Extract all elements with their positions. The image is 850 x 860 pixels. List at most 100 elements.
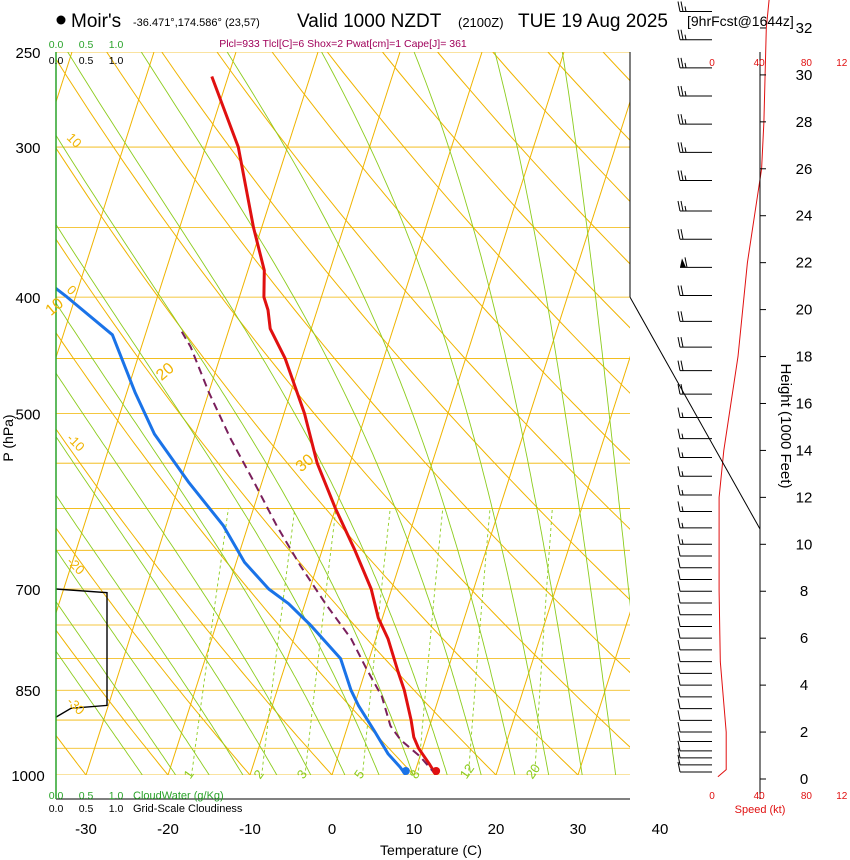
height-tick-label: 0 [800, 771, 808, 788]
height-tick-label: 10 [796, 536, 813, 553]
wind-barb [677, 686, 712, 698]
wind-barb-feather [677, 761, 681, 773]
wind-barb-feather [680, 285, 684, 296]
height-tick-label: 24 [796, 208, 813, 225]
wind-barb-feather [680, 311, 684, 322]
wind-barb-feather [680, 142, 684, 153]
moist-adiabat-line [56, 372, 312, 775]
parcel-line [179, 328, 437, 775]
x-tick-label: -20 [157, 821, 179, 838]
height-tick-label: 28 [796, 114, 813, 131]
wind-barb-feather [677, 285, 681, 296]
moist-adiabat-line [67, 52, 448, 775]
wind-barb-feather [680, 360, 684, 371]
mixing-ratio-label: 1 [180, 767, 196, 782]
wind-barb [677, 428, 712, 440]
wind-speed-tick-top: 0 [709, 58, 715, 69]
dry-adiabat-line [161, 52, 630, 601]
wind-barb-feather [677, 651, 681, 662]
station-coords: -36.471°,174.586° (23,57) [133, 17, 260, 29]
wind-barb [677, 501, 712, 512]
wind-barb [677, 651, 712, 663]
wind-barb-half-feather [684, 175, 687, 181]
stability-indices: Plcl=933 Tlcl[C]=6 Shox=2 Pwat[cm]=1 Cap… [219, 38, 467, 50]
wind-barb-feather [677, 383, 681, 395]
wind-barb-feather [680, 57, 684, 68]
wind-barb-feather [677, 200, 681, 212]
wind-barb-feather [677, 85, 681, 97]
valid-time: Valid 1000 NZDT [297, 11, 442, 32]
wind-barb-feather [677, 311, 681, 322]
x-tick-label: -30 [75, 821, 97, 838]
x-tick-label: -10 [239, 821, 261, 838]
moist-adiabat-line [56, 600, 177, 775]
moist-adiabat-line [56, 223, 380, 775]
mixing-ratio-label: 20 [523, 761, 544, 781]
moist-adiabat-line [56, 650, 143, 775]
x-tick-label: 10 [406, 821, 423, 838]
wind-barb [677, 663, 712, 674]
wind-barb-feather [677, 29, 681, 40]
dry-adiabat-line [602, 52, 630, 82]
mixing-ratio-line [534, 508, 553, 775]
wind-barb-half-feather [684, 147, 687, 153]
dry-adiabat-line [106, 52, 630, 674]
wind-barb-feather [677, 407, 681, 418]
moist-adiabat-line [56, 549, 210, 775]
wind-barb [677, 337, 712, 348]
dewpoint-line [56, 286, 408, 775]
x-tick-label: 40 [652, 821, 669, 838]
wind-barb-feather [677, 675, 681, 686]
wind-barb-half-feather [681, 489, 684, 496]
height-tick-label: 14 [796, 442, 813, 459]
pressure-tick-label: 850 [15, 683, 40, 700]
wind-barb-feather [677, 1, 681, 12]
cloudiness-tick-top: 1.0 [109, 55, 124, 67]
wind-barb-feather [677, 545, 681, 557]
wind-barb-half-feather [681, 433, 684, 439]
wind-barb-feather [677, 484, 681, 496]
wind-barb-feather [684, 257, 688, 268]
dry-adiabat-line [56, 527, 251, 775]
moist-adiabat-line [494, 52, 617, 775]
wind-barb-half-feather [681, 471, 684, 477]
isotherm-label: -30 [64, 694, 88, 718]
wind-barb-feather [677, 501, 681, 512]
wind-barb-feather [677, 592, 681, 604]
wind-barb-feather [680, 29, 684, 40]
wind-barb [677, 761, 712, 773]
moist-adiabat-line [140, 52, 482, 775]
dry-adiabat-line [326, 52, 630, 394]
wind-speed-tick-bottom: 12 [836, 791, 848, 802]
cloudiness-axis-label: Grid-Scale Cloudiness [133, 803, 243, 815]
wind-barb [677, 628, 712, 639]
plot-slant-edge [629, 296, 761, 530]
mixing-ratio-line [362, 508, 391, 775]
wind-barb-feather [677, 710, 681, 721]
mixing-ratio-label: 2 [250, 767, 266, 782]
height-tick-label: 18 [796, 349, 813, 366]
wind-barb-feather [677, 229, 681, 240]
wind-barb-half-feather [684, 34, 687, 40]
height-tick-label: 30 [796, 67, 813, 84]
moist-adiabat-line [321, 52, 550, 775]
forecast-date: TUE 19 Aug 2025 [518, 11, 668, 32]
height-tick-label: 4 [800, 677, 808, 694]
wind-barb-pennant [680, 258, 686, 268]
wind-barb [677, 569, 712, 581]
wind-barb-feather [677, 170, 681, 181]
wind-barb-half-feather [684, 6, 687, 12]
height-tick-label: 6 [800, 630, 808, 647]
wind-barb-half-feather [681, 452, 684, 458]
dry-adiabat-line [56, 629, 169, 775]
moist-adiabat-line [56, 302, 346, 775]
dry-adiabat-line [693, 31, 850, 801]
cloudiness-tick-top: 0.0 [49, 55, 64, 67]
surface-temperature-dot [432, 767, 441, 775]
height-tick-label: 26 [796, 161, 813, 178]
wind-barb [677, 29, 712, 41]
wind-barb-half-feather [681, 539, 684, 545]
wind-barb-feather [677, 686, 681, 697]
wind-barb-feather [677, 557, 681, 568]
